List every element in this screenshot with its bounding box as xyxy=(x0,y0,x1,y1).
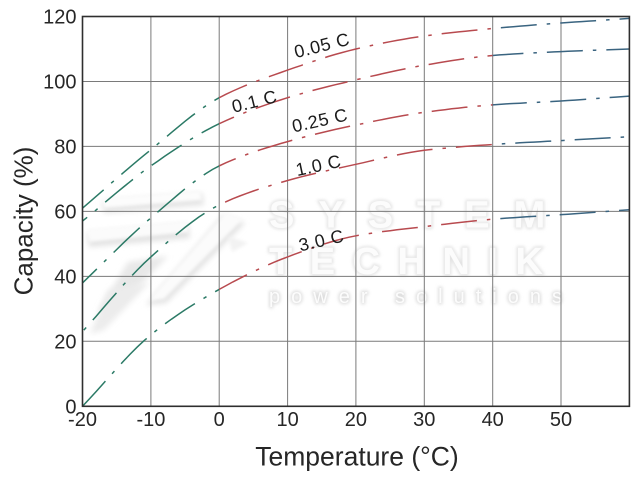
svg-text:10: 10 xyxy=(276,409,298,431)
svg-text:Capacity (%): Capacity (%) xyxy=(9,147,39,296)
svg-text:SYSTEM: SYSTEM xyxy=(269,195,569,237)
svg-text:-20: -20 xyxy=(68,409,97,431)
svg-text:40: 40 xyxy=(482,409,504,431)
svg-text:50: 50 xyxy=(550,409,572,431)
svg-text:power solutions: power solutions xyxy=(269,286,573,308)
svg-text:SYSTEM: SYSTEM xyxy=(269,195,569,237)
svg-text:Temperature (°C): Temperature (°C) xyxy=(255,442,459,472)
svg-text:100: 100 xyxy=(43,72,76,94)
svg-text:60: 60 xyxy=(54,201,76,223)
svg-text:0: 0 xyxy=(214,409,225,431)
svg-text:power solutions: power solutions xyxy=(269,286,573,308)
svg-text:80: 80 xyxy=(54,136,76,158)
svg-text:120: 120 xyxy=(43,7,76,29)
svg-text:20: 20 xyxy=(345,409,367,431)
svg-text:30: 30 xyxy=(413,409,435,431)
svg-text:0: 0 xyxy=(65,396,76,418)
svg-text:40: 40 xyxy=(54,266,76,288)
svg-text:-10: -10 xyxy=(136,409,165,431)
svg-text:20: 20 xyxy=(54,331,76,353)
